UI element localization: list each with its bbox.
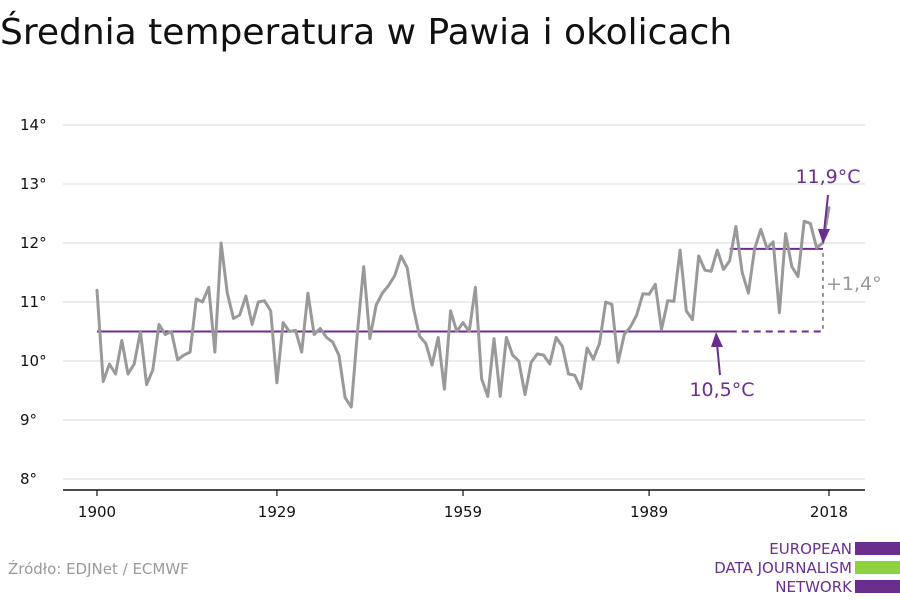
- logo-bar-1: [855, 542, 900, 555]
- annotation-arrow-head: [711, 332, 723, 347]
- source-note: Źródło: EDJNet / ECMWF: [8, 560, 189, 578]
- y-tick-label: 12°: [20, 234, 47, 252]
- annotation-baseline: 10,5°C: [689, 379, 754, 401]
- chart-title: Średnia temperatura w Pawia i okolicach: [0, 12, 733, 53]
- y-tick-label: 9°: [20, 411, 37, 429]
- annotation-difference: +1,4°: [826, 273, 882, 295]
- series-layer: [95, 206, 831, 409]
- y-tick-label: 13°: [20, 175, 47, 193]
- x-axis: 1900 1929 1959 1989 2018: [63, 489, 865, 521]
- y-tick-label: 10°: [20, 352, 47, 370]
- x-tick-label: 1959: [444, 503, 482, 521]
- edjnet-logo[interactable]: EUROPEAN DATA JOURNALISM NETWORK: [700, 540, 900, 600]
- annotation-arrow-line: [823, 194, 829, 233]
- y-tick-label: 14°: [20, 116, 47, 134]
- annotations: 11,9°C 10,5°C +1,4°: [689, 166, 881, 401]
- y-tick-label: 11°: [20, 293, 47, 311]
- logo-line-2: DATA JOURNALISM: [714, 559, 852, 577]
- x-tick-label: 1900: [78, 503, 116, 521]
- x-tick-label: 2018: [810, 503, 848, 521]
- reference-lines: [97, 247, 824, 333]
- logo-line-3: NETWORK: [775, 578, 852, 596]
- annotation-recent-average: 11,9°C: [795, 166, 860, 188]
- x-tick-label: 1989: [630, 503, 668, 521]
- grid-lines: [63, 124, 865, 480]
- logo-line-1: EUROPEAN: [769, 540, 852, 558]
- x-tick-label: 1929: [258, 503, 296, 521]
- logo-bar-2: [855, 561, 900, 574]
- temperature-series-line: [95, 206, 831, 409]
- logo-bar-3: [855, 580, 900, 593]
- annotation-arrow-line: [716, 343, 721, 376]
- y-axis-ticks: 8° 9° 10° 11° 12° 13° 14°: [20, 116, 47, 488]
- annotation-arrow-head: [818, 229, 830, 244]
- y-tick-label: 8°: [20, 470, 37, 488]
